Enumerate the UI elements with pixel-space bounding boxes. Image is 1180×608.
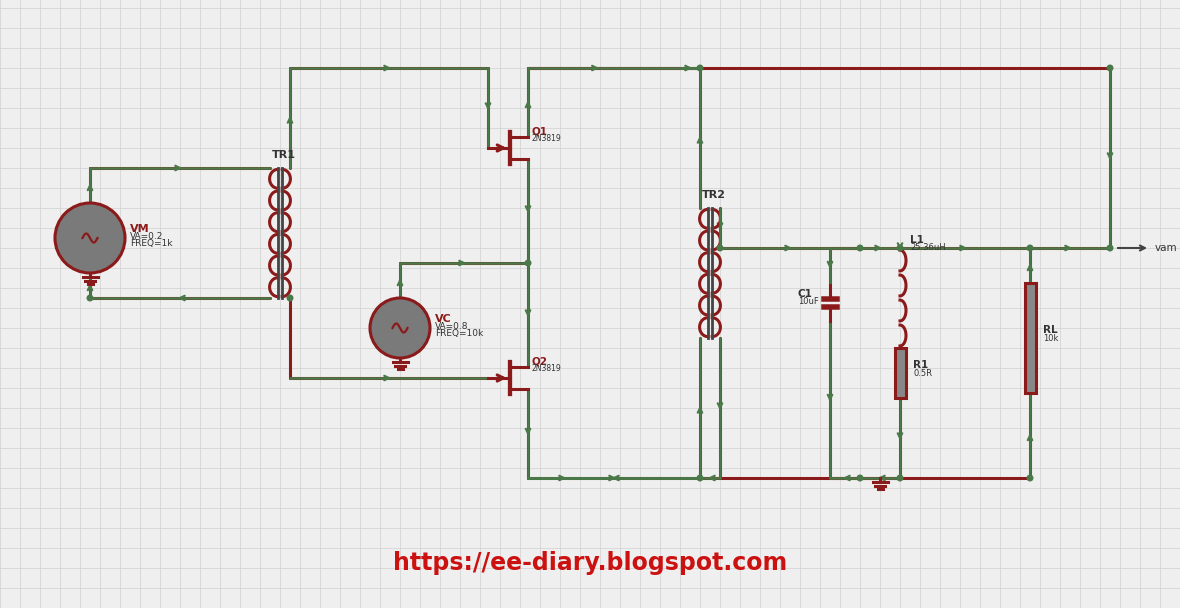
Text: vam: vam: [1155, 243, 1178, 253]
Circle shape: [857, 475, 863, 481]
Circle shape: [897, 245, 903, 251]
Text: TR1: TR1: [273, 150, 296, 160]
Text: C1: C1: [798, 289, 813, 299]
Text: L1: L1: [910, 235, 924, 245]
Text: R1: R1: [913, 360, 929, 370]
Text: 2N3819: 2N3819: [532, 364, 562, 373]
Circle shape: [697, 475, 703, 481]
Text: 10uF: 10uF: [798, 297, 819, 306]
Circle shape: [897, 475, 903, 481]
Circle shape: [857, 245, 863, 251]
Circle shape: [371, 298, 430, 358]
Circle shape: [55, 203, 125, 273]
Text: FREQ=1k: FREQ=1k: [130, 239, 172, 248]
Text: VA=0.8: VA=0.8: [435, 322, 468, 331]
Text: 2N3819: 2N3819: [532, 134, 562, 143]
Circle shape: [717, 245, 723, 251]
Circle shape: [287, 295, 293, 301]
Text: VM: VM: [130, 224, 150, 234]
Circle shape: [525, 260, 531, 266]
Circle shape: [1107, 245, 1113, 251]
Circle shape: [1028, 475, 1032, 481]
Bar: [1024, 283, 1036, 393]
Text: VA=0.2: VA=0.2: [130, 232, 163, 241]
Circle shape: [1028, 245, 1032, 251]
Circle shape: [697, 65, 703, 71]
Circle shape: [87, 295, 93, 301]
Text: 10k: 10k: [1043, 334, 1058, 343]
Text: RL: RL: [1043, 325, 1057, 335]
Text: Q1: Q1: [532, 126, 548, 136]
Bar: [894, 348, 905, 398]
Text: Q2: Q2: [532, 356, 548, 366]
Text: FREQ=10k: FREQ=10k: [435, 329, 484, 338]
Text: 0.5R: 0.5R: [913, 369, 932, 378]
Text: VC: VC: [435, 314, 452, 324]
Text: https://ee-diary.blogspot.com: https://ee-diary.blogspot.com: [393, 551, 787, 575]
Text: 25.36uH: 25.36uH: [910, 243, 945, 252]
Circle shape: [1107, 65, 1113, 71]
Text: TR2: TR2: [702, 190, 726, 200]
